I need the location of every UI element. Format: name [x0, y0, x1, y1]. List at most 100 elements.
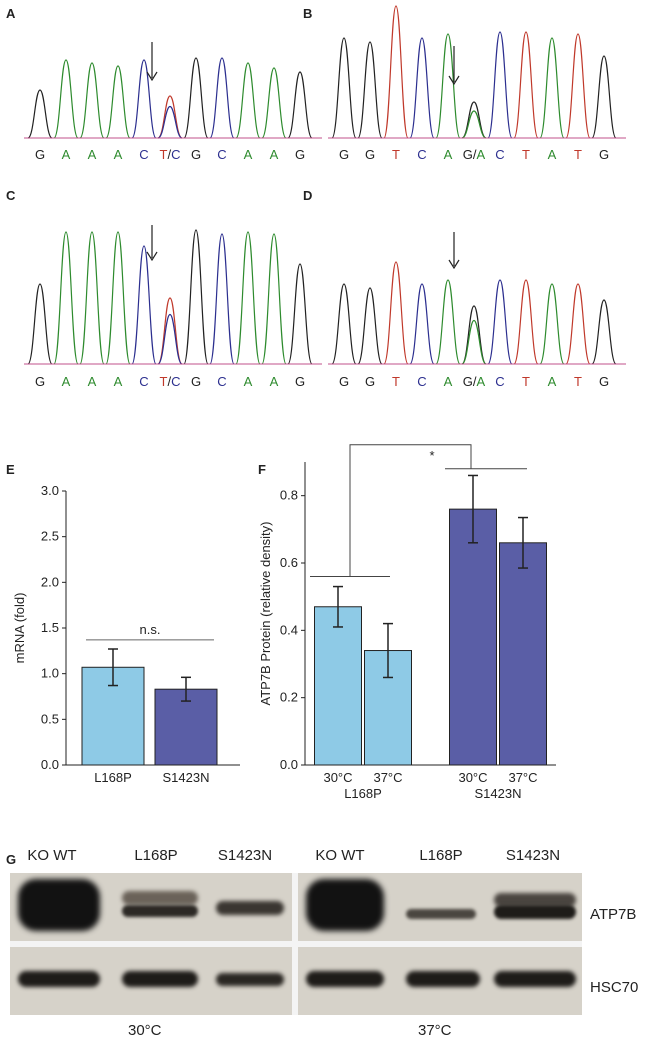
blot-atp7b-37 — [298, 873, 582, 941]
x-tick-label: 37°C — [373, 770, 402, 785]
trace-peak — [513, 279, 539, 365]
group-label: S1423N — [475, 786, 522, 801]
y-tick-label: 2.0 — [41, 574, 59, 589]
group-label: L168P — [344, 786, 382, 801]
y-tick-label: 2.5 — [41, 529, 59, 544]
trace-peak — [131, 59, 157, 139]
base-letter: A — [61, 147, 71, 162]
base-letter: T — [392, 147, 400, 162]
trace-peak — [157, 313, 183, 365]
base-letter: C — [217, 374, 227, 389]
trace-peak — [235, 62, 261, 139]
trace-peak — [105, 231, 131, 365]
base-letter: G — [190, 374, 202, 389]
trace-peak — [27, 89, 53, 139]
chromatogram-d — [328, 261, 626, 365]
y-tick-label: 1.5 — [41, 620, 59, 635]
bar-charts: 0.0 0.5 1.0 1.5 2.0 2.5 3.0 mRNA (fold) L168P S14… — [12, 444, 556, 801]
bar — [314, 606, 362, 766]
base-letter: A — [547, 374, 557, 389]
trace-peak — [435, 279, 461, 365]
band — [122, 891, 198, 905]
base-letter: A — [443, 374, 453, 389]
trace-peak — [539, 37, 565, 139]
trace-peak — [27, 283, 53, 365]
trace-peak — [487, 279, 513, 365]
band — [18, 879, 100, 931]
base-letter: C — [139, 374, 149, 389]
base-letter: A — [243, 374, 253, 389]
base-letter: G — [190, 147, 202, 162]
significance-label: n.s. — [140, 622, 161, 637]
base-letter: C — [495, 374, 505, 389]
base-letter: G — [598, 374, 610, 389]
base-letter: G — [294, 147, 306, 162]
trace-peak — [209, 233, 235, 365]
temp-label-30: 30°C — [128, 1022, 162, 1039]
trace-peak — [261, 67, 287, 139]
y-tick-label: 0.5 — [41, 711, 59, 726]
trace-peak — [461, 110, 487, 139]
x-tick-label: S1423N — [163, 770, 210, 785]
base-letter: A — [61, 374, 71, 389]
lane-label: KO WT — [27, 847, 77, 864]
trace-peak — [383, 261, 409, 365]
band — [18, 971, 100, 987]
panel-e-label: E — [6, 462, 15, 477]
trace-peak — [487, 31, 513, 139]
trace-peak — [565, 283, 591, 365]
x-tick-label: L168P — [94, 770, 132, 785]
y-tick-label: 0.8 — [280, 488, 298, 503]
panel-c-label: C — [6, 188, 16, 203]
trace-peak — [591, 55, 617, 139]
y-tick-label: 3.0 — [41, 483, 59, 498]
panel-f-label: F — [258, 462, 266, 477]
arrow-icon — [146, 42, 460, 270]
band — [406, 909, 476, 919]
trace-peak — [261, 233, 287, 365]
chromatogram-c — [24, 229, 322, 365]
base-letter: A — [269, 374, 279, 389]
panel-a-label: A — [6, 6, 16, 21]
base-letter: T — [522, 147, 530, 162]
trace-peak — [53, 231, 79, 365]
chart-f: 0.0 0.2 0.4 0.6 0.8 ATP7B Protein (relative d… — [258, 444, 556, 801]
base-letter: G — [338, 374, 350, 389]
base-letter: A — [113, 374, 123, 389]
band — [494, 905, 576, 919]
lane-label: S1423N — [217, 847, 273, 864]
trace-peak — [513, 31, 539, 139]
row-label-atp7b: ATP7B — [590, 906, 637, 923]
base-letter: G — [34, 147, 46, 162]
trace-peak — [53, 59, 79, 139]
band — [122, 905, 198, 917]
bar — [154, 688, 218, 766]
base-letter: C — [495, 147, 505, 162]
trace-peak — [287, 263, 313, 365]
trace-peak — [357, 41, 383, 139]
base-letter: G — [364, 147, 376, 162]
significance-bracket — [310, 444, 527, 577]
y-axis-label: mRNA (fold) — [12, 593, 27, 664]
trace-peak — [183, 57, 209, 139]
base-letter: G — [294, 374, 306, 389]
base-letter: G/A — [462, 374, 486, 389]
trace-peak — [331, 37, 357, 139]
trace-peak — [435, 33, 461, 139]
panel-g-label: G — [6, 852, 17, 867]
chromatogram-a — [24, 57, 322, 139]
band — [122, 971, 198, 987]
trace-peak — [357, 287, 383, 365]
base-letter: T/C — [159, 374, 181, 389]
band — [216, 973, 284, 986]
base-letter: A — [87, 374, 97, 389]
chromatogram-b — [328, 5, 626, 139]
base-letter: A — [547, 147, 557, 162]
trace-peak — [209, 57, 235, 139]
significance-label: * — [429, 448, 434, 463]
blot-atp7b-30 — [10, 873, 292, 941]
trace-peak — [539, 283, 565, 365]
trace-peak — [591, 299, 617, 365]
base-letter: C — [417, 374, 427, 389]
lane-label: KO WT — [315, 847, 365, 864]
